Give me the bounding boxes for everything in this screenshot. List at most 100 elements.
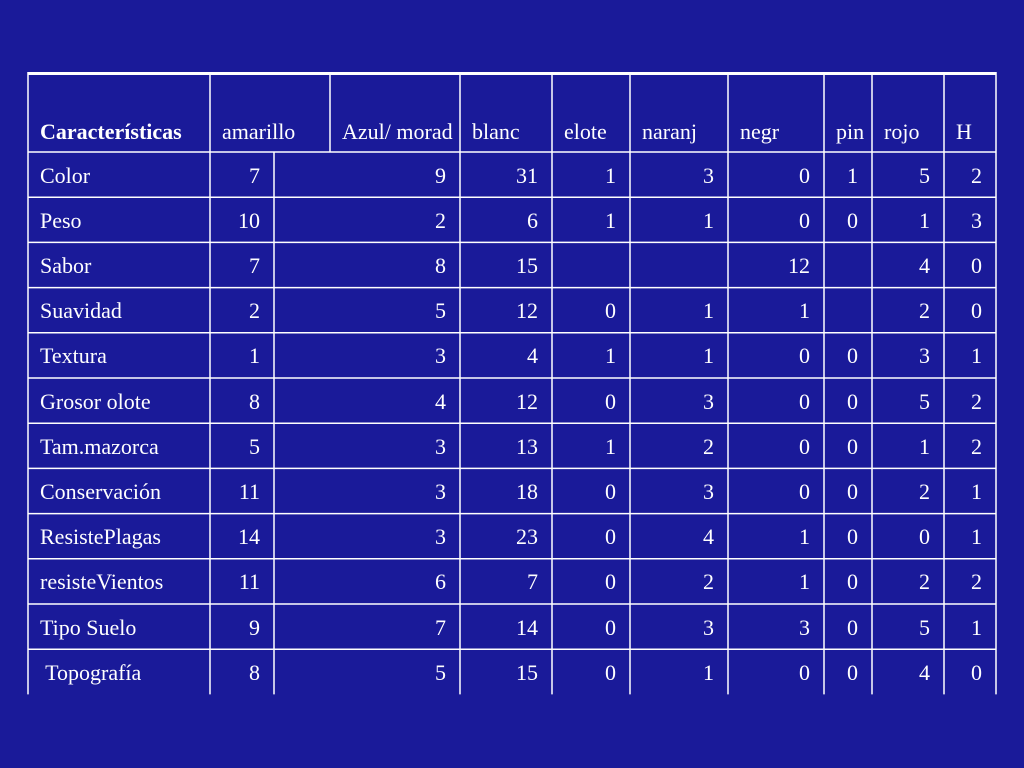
cell-pin: 0 [847,569,858,595]
cell-elote: 1 [605,433,616,459]
cell-naranj: 1 [703,207,714,233]
cell-rojo: 2 [919,298,930,324]
cell-amarillo: 5 [249,433,260,459]
cell-blanc: 23 [516,524,538,550]
cell-amarillo: 10 [238,207,260,233]
cell-rojo: 1 [919,433,930,459]
cell-blanc: 12 [516,388,538,414]
table-row: Conservación 11 3 18 0 3 0 0 2 1 [28,468,996,513]
cell-amarillo: 9 [249,614,260,640]
cell-blanc: 15 [516,659,538,685]
table-grid-lines [27,72,997,695]
cell-amarillo: 8 [249,659,260,685]
cell-h: 0 [971,298,982,324]
cell-blanc: 12 [516,298,538,324]
cell-rojo: 5 [919,614,930,640]
cell-negr: 12 [788,252,810,278]
cell-rojo: 4 [919,252,930,278]
cell-naranj: 1 [703,659,714,685]
table-row: resisteVientos 11 6 7 0 2 1 0 2 2 [28,559,996,604]
header-pin: pin [836,119,865,144]
cell-azul-morad: 4 [435,388,446,414]
cell-negr: 0 [799,478,810,504]
cell-amarillo: 11 [238,478,260,504]
cell-pin: 0 [847,524,858,550]
cell-azul-morad: 3 [435,478,446,504]
cell-azul-morad: 3 [435,433,446,459]
cell-negr: 1 [799,298,810,324]
cell-elote: 0 [605,614,616,640]
cell-amarillo: 1 [249,343,260,369]
cell-blanc: 18 [516,478,538,504]
cell-blanc: 7 [527,569,538,595]
cell-elote: 1 [605,343,616,369]
cell-azul-morad: 7 [435,614,446,640]
cell-blanc: 14 [516,614,538,640]
header-rojo: rojo [884,119,920,144]
cell-rojo: 1 [919,207,930,233]
row-label: Color [40,162,91,188]
cell-h: 1 [971,614,982,640]
row-label: Textura [40,343,107,369]
cell-h: 1 [971,343,982,369]
cell-rojo: 5 [919,162,930,188]
cell-rojo: 4 [919,659,930,685]
cell-h: 0 [971,659,982,685]
cell-naranj: 3 [703,162,714,188]
row-label: Conservación [40,478,161,504]
cell-blanc: 6 [527,207,538,233]
cell-amarillo: 7 [249,252,260,278]
cell-pin: 0 [847,207,858,233]
cell-azul-morad: 8 [435,252,446,278]
table-row: Tam.mazorca 5 3 13 1 2 0 0 1 2 [28,423,996,468]
cell-h: 2 [971,433,982,459]
cell-elote: 1 [605,207,616,233]
row-label: Grosor olote [40,388,151,414]
cell-pin: 0 [847,433,858,459]
cell-pin: 0 [847,388,858,414]
cell-elote: 0 [605,659,616,685]
cell-elote: 0 [605,569,616,595]
cell-azul-morad: 9 [435,162,446,188]
data-table: Características amarillo Azul/ morad blanc e… [27,72,997,695]
cell-amarillo: 7 [249,162,260,188]
cell-negr: 0 [799,388,810,414]
cell-negr: 0 [799,343,810,369]
cell-rojo: 3 [919,343,930,369]
cell-blanc: 15 [516,252,538,278]
cell-elote: 0 [605,298,616,324]
cell-h: 2 [971,569,982,595]
cell-negr: 0 [799,433,810,459]
row-label: Tipo Suelo [40,614,137,640]
header-caracteristicas: Características [40,119,182,144]
table-row: Peso 10 2 6 1 1 0 0 1 3 [28,197,996,242]
table-row: Textura 1 3 4 1 1 0 0 3 1 [28,333,996,378]
cell-naranj: 1 [703,298,714,324]
header-blanc: blanc [472,119,520,144]
cell-amarillo: 14 [238,524,260,550]
cell-negr: 3 [799,614,810,640]
header-amarillo: amarillo [222,119,296,144]
header-negr: negr [740,119,780,144]
cell-rojo: 5 [919,388,930,414]
cell-naranj: 2 [703,433,714,459]
row-label: Peso [40,207,82,233]
cell-h: 2 [971,388,982,414]
cell-azul-morad: 6 [435,569,446,595]
row-label: ResistePlagas [40,524,161,550]
cell-elote: 0 [605,388,616,414]
cell-rojo: 0 [919,524,930,550]
header-h: H [956,119,972,144]
cell-negr: 1 [799,569,810,595]
header-azul-morad: Azul/ morad [342,119,453,144]
cell-pin: 0 [847,659,858,685]
cell-naranj: 3 [703,614,714,640]
cell-pin: 0 [847,478,858,504]
cell-negr: 1 [799,524,810,550]
row-label: Tam.mazorca [40,433,159,459]
cell-elote: 0 [605,478,616,504]
cell-elote: 0 [605,524,616,550]
cell-amarillo: 8 [249,388,260,414]
cell-azul-morad: 3 [435,524,446,550]
cell-blanc: 31 [516,162,538,188]
